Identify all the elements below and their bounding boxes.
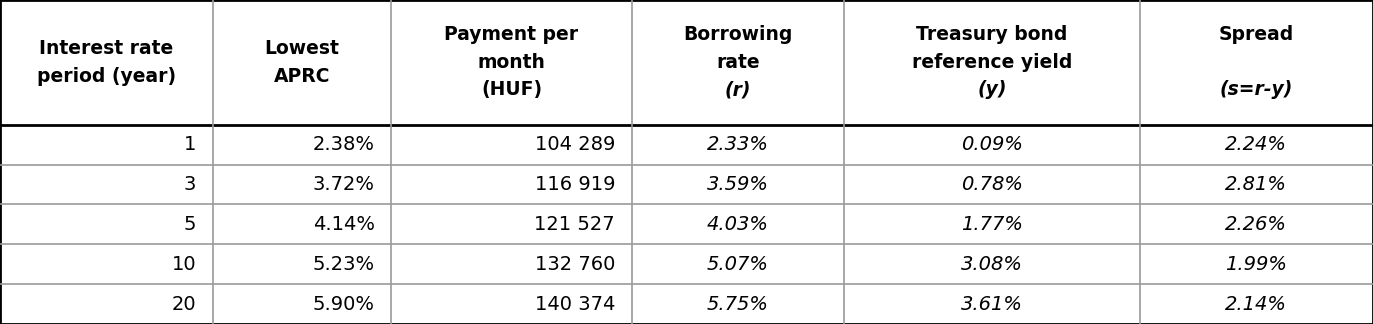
- Text: 20: 20: [172, 295, 196, 314]
- Text: 2.38%: 2.38%: [313, 135, 375, 154]
- Text: 3.08%: 3.08%: [961, 255, 1023, 274]
- Text: 4.14%: 4.14%: [313, 215, 375, 234]
- Text: 2.26%: 2.26%: [1225, 215, 1288, 234]
- Text: 5.07%: 5.07%: [707, 255, 769, 274]
- Text: 5: 5: [184, 215, 196, 234]
- Text: (HUF): (HUF): [481, 80, 542, 99]
- Text: 5.23%: 5.23%: [313, 255, 375, 274]
- Text: 1.99%: 1.99%: [1225, 255, 1288, 274]
- Text: 1.77%: 1.77%: [961, 215, 1023, 234]
- Text: 140 374: 140 374: [534, 295, 615, 314]
- Text: 1: 1: [184, 135, 196, 154]
- Text: 2.14%: 2.14%: [1225, 295, 1288, 314]
- Text: 3.61%: 3.61%: [961, 295, 1023, 314]
- Text: 3.59%: 3.59%: [707, 175, 769, 194]
- Text: reference yield: reference yield: [912, 53, 1072, 72]
- Text: Treasury bond: Treasury bond: [916, 25, 1068, 44]
- Text: 121 527: 121 527: [534, 215, 615, 234]
- Text: 132 760: 132 760: [534, 255, 615, 274]
- Text: (y): (y): [978, 80, 1006, 99]
- Text: (r): (r): [725, 80, 751, 99]
- Text: 2.81%: 2.81%: [1225, 175, 1288, 194]
- Text: 0.09%: 0.09%: [961, 135, 1023, 154]
- Text: Interest rate: Interest rate: [40, 39, 173, 58]
- Text: 5.90%: 5.90%: [313, 295, 375, 314]
- Text: Spread: Spread: [1219, 25, 1293, 44]
- Text: 116 919: 116 919: [534, 175, 615, 194]
- Text: APRC: APRC: [273, 67, 331, 86]
- Text: Borrowing: Borrowing: [684, 25, 792, 44]
- Text: month: month: [478, 53, 545, 72]
- Text: period (year): period (year): [37, 67, 176, 86]
- Text: 2.24%: 2.24%: [1225, 135, 1288, 154]
- Text: rate: rate: [717, 53, 759, 72]
- Text: Payment per: Payment per: [445, 25, 578, 44]
- Text: 3.72%: 3.72%: [313, 175, 375, 194]
- Text: (s=r-y): (s=r-y): [1219, 80, 1293, 99]
- Text: 104 289: 104 289: [534, 135, 615, 154]
- Text: 2.33%: 2.33%: [707, 135, 769, 154]
- Text: 0.78%: 0.78%: [961, 175, 1023, 194]
- Text: Lowest: Lowest: [265, 39, 339, 58]
- Text: 3: 3: [184, 175, 196, 194]
- Text: 10: 10: [172, 255, 196, 274]
- Text: 5.75%: 5.75%: [707, 295, 769, 314]
- Text: 4.03%: 4.03%: [707, 215, 769, 234]
